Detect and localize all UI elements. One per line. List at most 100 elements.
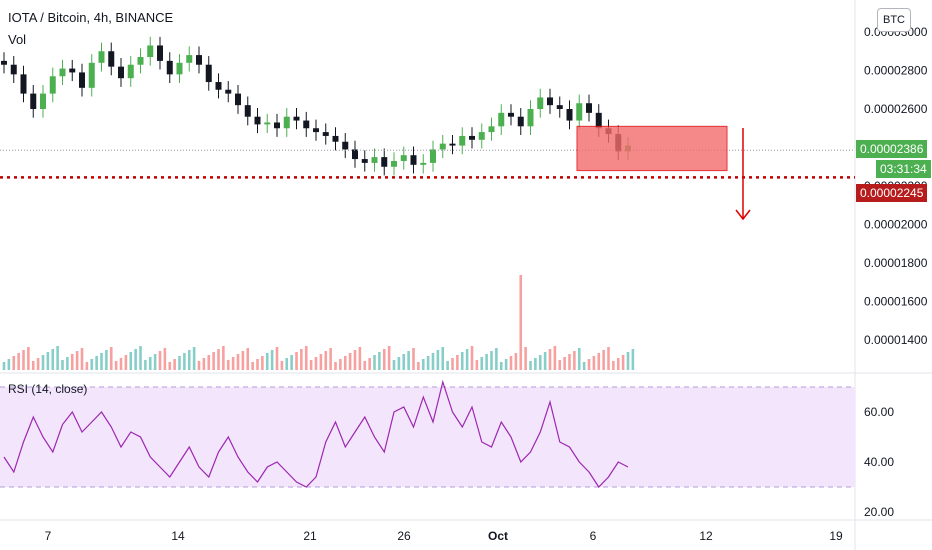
candle-body <box>108 51 115 67</box>
candle-body <box>264 122 271 125</box>
volume-bar <box>197 361 201 370</box>
candle-body <box>469 135 475 140</box>
candle-body <box>225 89 232 94</box>
candle-body <box>186 55 193 63</box>
volume-bar <box>41 355 45 370</box>
volume-bar <box>495 348 498 370</box>
volume-bar <box>280 361 284 370</box>
candle-body <box>342 141 349 150</box>
volume-bar <box>236 354 240 370</box>
candle-body <box>10 64 17 75</box>
time-tick-label: Oct <box>488 529 508 543</box>
volume-bar <box>124 355 128 370</box>
candle-body <box>244 105 251 117</box>
price-tick-label: 0.00002800 <box>864 64 928 78</box>
volume-bar <box>339 359 342 370</box>
volume-bar <box>207 355 211 370</box>
volume-bar <box>607 347 610 370</box>
volume-bar <box>295 352 298 370</box>
volume-bar <box>129 352 133 370</box>
volume-bar <box>465 349 469 370</box>
volume-bar <box>446 361 449 370</box>
rsi-label: RSI (14, close) <box>8 382 88 396</box>
volume-bar <box>314 357 318 370</box>
volume-bar <box>353 350 357 370</box>
volume-bar <box>631 349 635 370</box>
volume-bar <box>134 349 137 370</box>
candle-body <box>371 157 378 163</box>
candle-body <box>400 155 407 161</box>
candle-body <box>293 116 300 121</box>
volume-bar <box>158 351 162 370</box>
volume-bar <box>373 355 376 370</box>
volume-bar <box>553 346 557 370</box>
candle-body <box>430 149 436 163</box>
candle-body <box>303 120 310 129</box>
volume-bar <box>109 347 113 370</box>
volume-bar <box>417 362 420 370</box>
down-arrow-head <box>735 209 751 221</box>
volume-bar <box>300 349 303 370</box>
time-tick-label: 26 <box>397 529 411 543</box>
candle-body <box>361 159 368 163</box>
volume-bar <box>153 354 157 370</box>
volume-bar <box>270 350 274 370</box>
volume-bar <box>612 361 615 370</box>
volume-bar <box>46 352 50 370</box>
volume-bar <box>421 359 425 370</box>
volume-bar <box>563 357 566 370</box>
volume-bar <box>573 351 576 370</box>
volume-bar <box>17 353 20 370</box>
volume-bar <box>324 351 328 370</box>
candle-body <box>98 51 105 63</box>
volume-bar <box>368 358 371 370</box>
candle-body <box>566 109 573 121</box>
volume-bar <box>329 348 332 370</box>
volume-bar <box>246 348 250 370</box>
candle-body <box>381 157 388 167</box>
candle-body <box>147 45 154 58</box>
price-tick-label: 0.00002000 <box>864 218 928 232</box>
candle-body <box>420 162 427 165</box>
volume-bar <box>558 360 562 370</box>
volume-bar <box>509 356 513 370</box>
volume-bar <box>173 359 176 370</box>
volume-bar <box>602 350 605 370</box>
volume-bar <box>12 356 16 370</box>
price-tick-label: 0.00001600 <box>864 295 928 309</box>
rsi-tick-label: 20.00 <box>864 505 894 519</box>
volume-bar <box>304 346 308 370</box>
volume-bar <box>90 359 94 370</box>
volume-bar <box>187 350 191 370</box>
volume-bar <box>231 357 235 370</box>
volume-bar <box>319 354 323 370</box>
volume-bar <box>587 359 591 370</box>
candle-body <box>332 135 339 142</box>
target-zone <box>576 125 728 172</box>
rsi-tick-label: 40.00 <box>864 455 894 469</box>
candle-body <box>391 160 397 167</box>
candle-body <box>254 116 261 125</box>
time-tick-label: 7 <box>45 529 52 543</box>
volume-bar <box>363 361 367 370</box>
volume-bar <box>343 356 347 370</box>
volume-bar <box>226 360 230 370</box>
volume-bar <box>183 353 186 370</box>
price-tick-label: 0.00001400 <box>864 333 928 347</box>
volume-bar <box>192 347 196 370</box>
volume-bar <box>470 346 474 370</box>
rsi-line <box>3 379 629 488</box>
volume-bar <box>490 351 493 370</box>
volume-bar <box>543 352 547 370</box>
volume-bar <box>241 351 245 370</box>
candle-body <box>40 93 46 109</box>
candle-body <box>586 103 592 113</box>
volume-bar <box>309 360 313 370</box>
volume-bar <box>499 362 503 370</box>
candle-body <box>459 135 466 146</box>
currency-button[interactable]: BTC <box>877 8 911 32</box>
rsi-band <box>0 387 855 487</box>
volume-bar <box>582 362 586 370</box>
candle-body <box>20 74 27 94</box>
